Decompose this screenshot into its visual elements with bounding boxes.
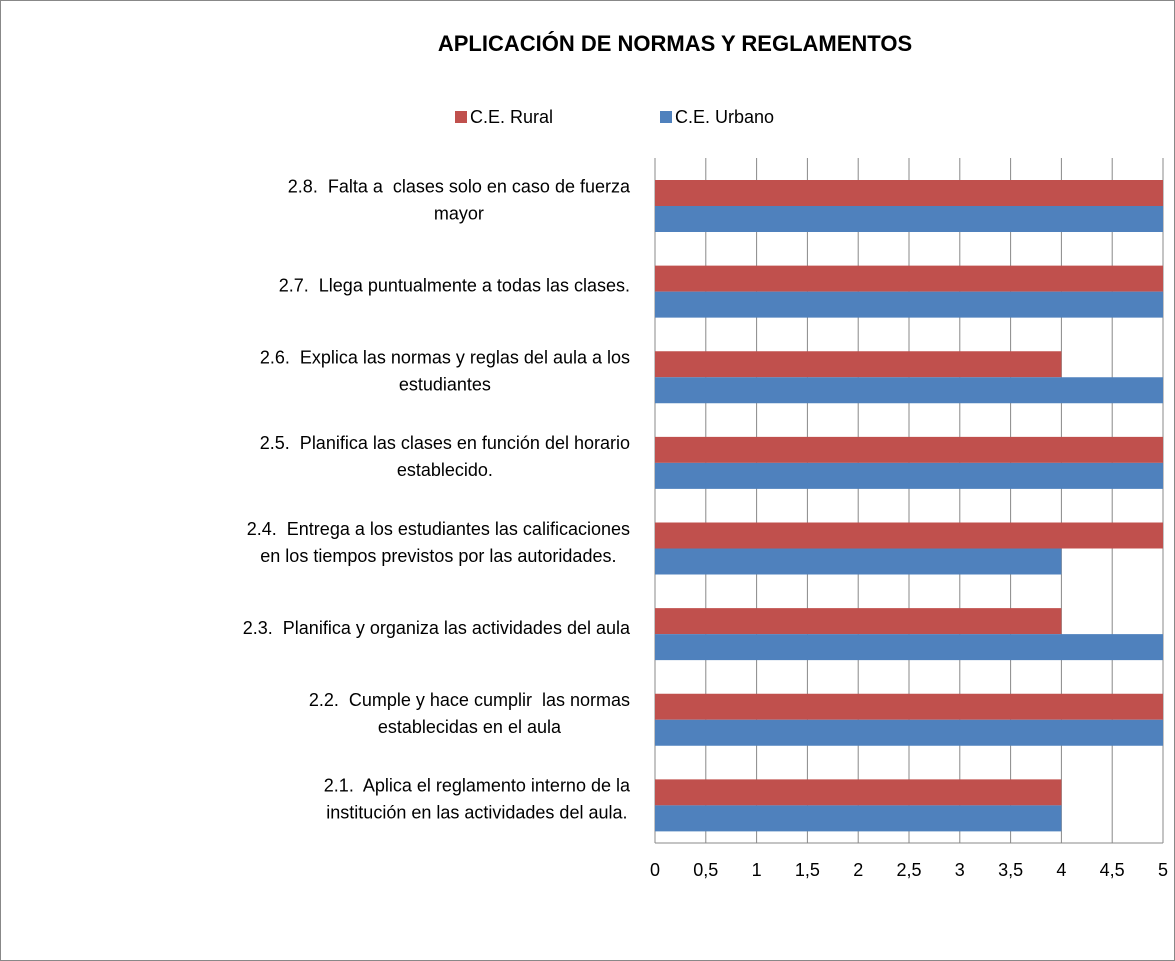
x-tick-label: 0,5 [693,860,718,880]
x-tick-label: 0 [650,860,660,880]
legend-label: C.E. Urbano [675,107,774,127]
y-tick-label: 2.6. Explica las normas y reglas del aul… [260,347,630,394]
x-tick-label: 1,5 [795,860,820,880]
bar [655,351,1062,378]
x-tick-label: 5 [1158,860,1168,880]
x-tick-label: 3,5 [998,860,1023,880]
bar [655,719,1163,746]
x-tick-label: 2,5 [896,860,921,880]
y-tick-label: 2.4. Entrega a los estudiantes las calif… [247,519,630,566]
bar [655,436,1163,463]
bar [655,180,1163,206]
x-tick-label: 3 [955,860,965,880]
x-tick-label: 4,5 [1100,860,1125,880]
bar [655,693,1163,720]
bar [655,462,1163,489]
bar [655,608,1062,635]
y-tick-label: 2.5. Planifica las clases en función del… [260,433,630,480]
legend-swatch [455,111,467,123]
x-tick-label: 4 [1056,860,1066,880]
x-tick-label: 1 [752,860,762,880]
legend-label: C.E. Rural [470,107,553,127]
bar [655,265,1163,292]
y-tick-label: 2.8. Falta a clases solo en caso de fuer… [288,176,631,223]
bar [655,206,1163,232]
y-tick-label: 2.2. Cumple y hace cumplir las normas est… [309,690,630,737]
y-tick-label: 2.1. Aplica el reglamento interno de la i… [324,775,631,822]
legend-swatch [660,111,672,123]
y-tick-label: 2.7. Llega puntualmente a todas las clas… [279,275,630,295]
bar [655,522,1163,549]
bar [655,377,1163,404]
bar [655,634,1163,661]
bar [655,805,1062,832]
x-tick-label: 2 [853,860,863,880]
y-tick-label: 2.3. Planifica y organiza las actividade… [243,618,631,638]
chart-title: APLICACIÓN DE NORMAS Y REGLAMENTOS [438,31,912,56]
bar [655,291,1163,318]
bar [655,779,1062,806]
bar [655,548,1062,575]
